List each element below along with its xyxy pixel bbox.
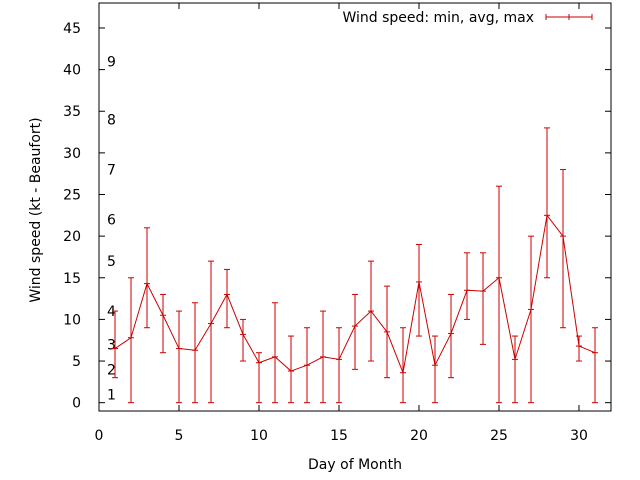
legend-label: Wind speed: min, avg, max (342, 10, 534, 26)
x-tick-label: 10 (250, 428, 268, 444)
axis-labels: Day of Month Wind speed (kt - Beaufort) (28, 117, 402, 473)
y-axis-label: Wind speed (kt - Beaufort) (28, 117, 44, 302)
x-tick-label: 0 (95, 428, 104, 444)
y-tick-label: 0 (72, 396, 81, 412)
x-axis-label: Day of Month (308, 457, 402, 473)
x-tick-label: 5 (175, 428, 184, 444)
beaufort-label: 9 (107, 54, 116, 70)
y-tick-label: 40 (63, 63, 81, 79)
y-tick-label: 10 (63, 312, 81, 328)
series-wind-speed (112, 127, 598, 404)
y-tick-label: 5 (72, 354, 81, 370)
y-tick-label: 45 (63, 21, 81, 37)
beaufort-label: 7 (107, 163, 116, 179)
y-tick-label: 30 (63, 146, 81, 162)
beaufort-scale-labels: 1 2 3 4 5 6 7 8 9 (107, 54, 116, 403)
x-tick-label: 15 (330, 428, 348, 444)
series-line (114, 214, 596, 375)
x-tick-label: 30 (570, 428, 588, 444)
beaufort-label: 1 (107, 387, 116, 403)
beaufort-label: 6 (107, 212, 116, 228)
beaufort-label: 4 (107, 304, 116, 320)
y-tick-label: 20 (63, 229, 81, 245)
beaufort-label: 8 (107, 113, 116, 129)
beaufort-label: 5 (107, 254, 116, 270)
plot-frame (98, 2, 612, 412)
y-tick-label: 15 (63, 271, 81, 287)
beaufort-label: 3 (107, 337, 116, 353)
y-tick-label: 25 (63, 188, 81, 204)
x-tick-label: 20 (410, 428, 428, 444)
legend: Wind speed: min, avg, max (342, 10, 593, 26)
beaufort-label: 2 (107, 362, 116, 378)
y-tick-label: 35 (63, 104, 81, 120)
x-tick-label: 25 (490, 428, 508, 444)
